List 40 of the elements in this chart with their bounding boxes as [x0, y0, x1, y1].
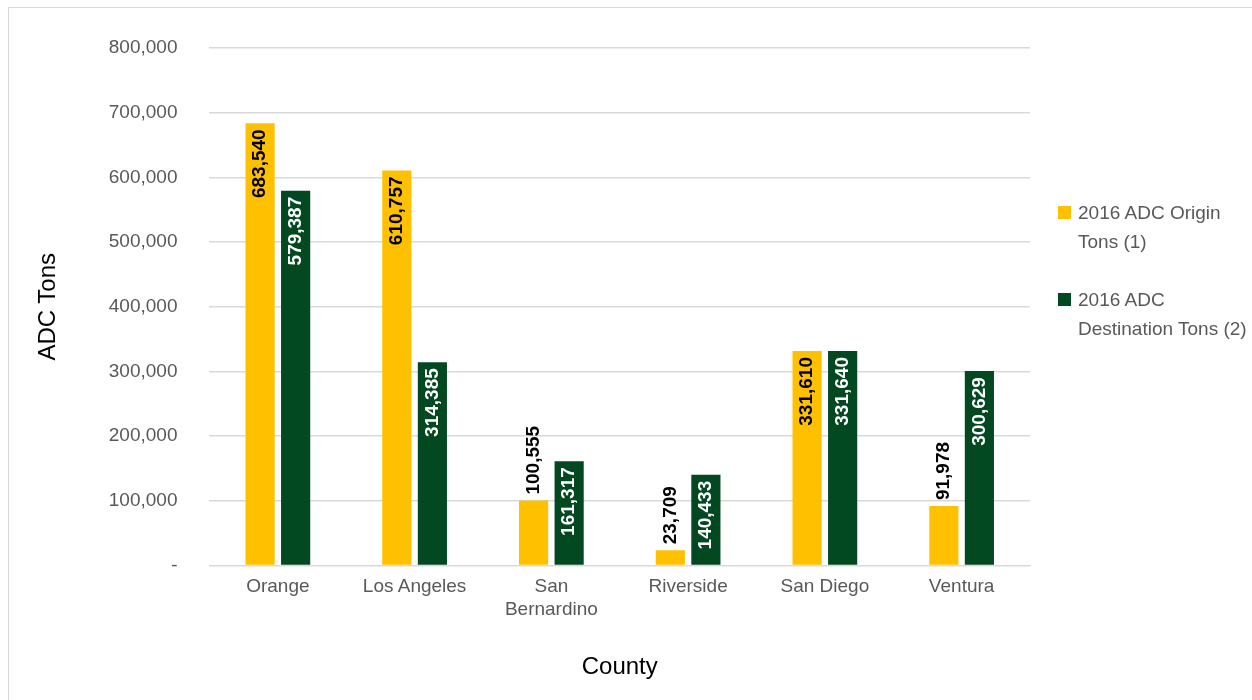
data-label: 300,629: [967, 377, 989, 446]
data-label: 23,709: [658, 486, 680, 545]
data-label: 140,433: [694, 480, 716, 550]
bar: [655, 550, 685, 565]
bar: [281, 190, 311, 565]
x-tick-label: Los Angeles: [362, 575, 467, 597]
y-tick-label: 400,000: [108, 295, 178, 317]
legend-label: 2016 ADC Origin Tons (1): [1078, 202, 1221, 252]
y-tick-label: 600,000: [108, 165, 178, 187]
bar: [382, 170, 412, 565]
x-tick-label: San Bernardino: [504, 575, 598, 620]
data-label: 314,385: [420, 367, 442, 437]
bar: [929, 506, 959, 565]
y-tick-label: -: [171, 553, 178, 575]
data-label: 161,317: [557, 467, 579, 536]
y-tick-label: 300,000: [108, 359, 178, 381]
data-label: 331,610: [795, 357, 817, 426]
data-label: 331,640: [830, 357, 852, 426]
data-label: 683,540: [248, 129, 270, 199]
legend-label: 2016 ADC Destination Tons (2): [1078, 289, 1247, 339]
x-axis-title: County: [581, 652, 658, 680]
data-label: 91,978: [932, 441, 954, 501]
y-tick-label: 700,000: [108, 100, 178, 122]
y-tick-label: 200,000: [108, 424, 178, 446]
data-label: 610,757: [385, 176, 407, 246]
bar: [245, 123, 275, 565]
bar: [828, 351, 858, 565]
y-axis-title: ADC Tons: [33, 253, 61, 361]
y-tick-label: 100,000: [108, 489, 178, 511]
x-tick-label: Riverside: [648, 575, 728, 597]
y-tick-label: 800,000: [108, 36, 178, 58]
x-tick-label: Orange: [246, 575, 310, 597]
bar: [417, 362, 447, 565]
x-tick-label: San Diego: [780, 575, 870, 597]
bar: [792, 351, 822, 565]
x-tick-label: Ventura: [928, 575, 995, 597]
bar: [519, 500, 549, 565]
y-tick-label: 500,000: [108, 230, 178, 252]
data-label: 100,555: [521, 425, 543, 495]
data-label: 579,387: [283, 196, 305, 266]
